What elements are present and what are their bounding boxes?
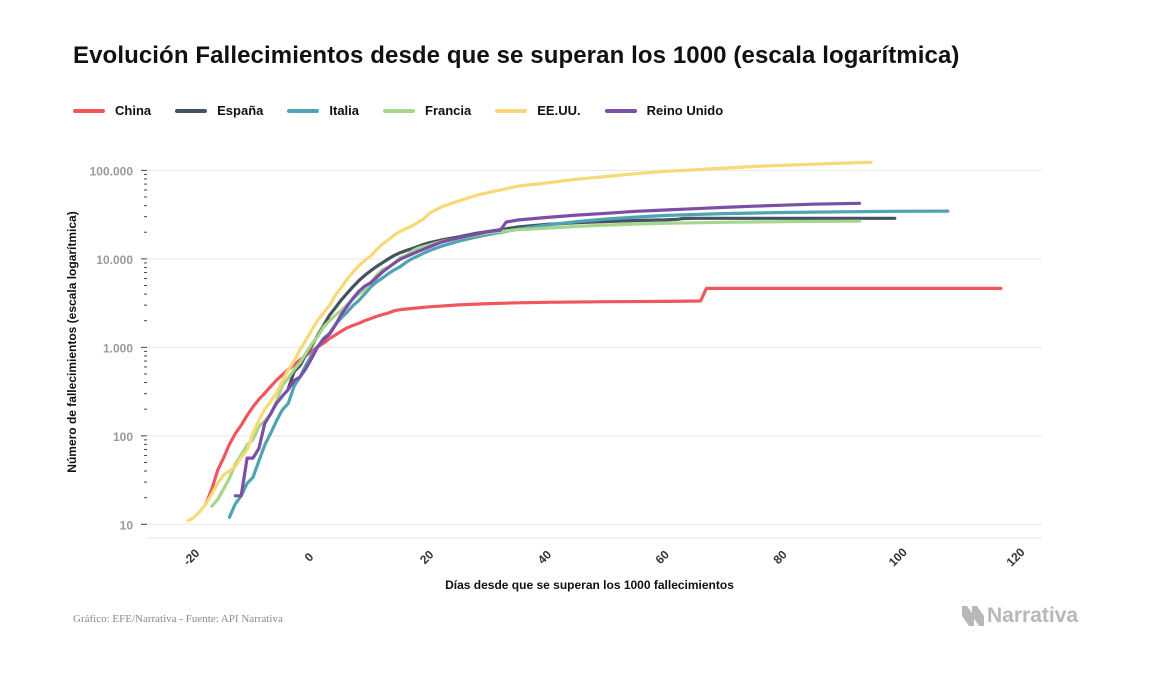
- chart-title: Evolución Fallecimientos desde que se su…: [73, 42, 960, 69]
- y-tick-label: 10: [120, 518, 134, 532]
- legend-swatch: [495, 108, 528, 113]
- legend-swatch: [287, 108, 320, 113]
- y-tick-label: 100.000: [90, 164, 134, 178]
- legend-item: EE.UU.: [495, 103, 581, 118]
- series-line-china: [204, 286, 1003, 506]
- x-tick-label: 80: [770, 547, 790, 567]
- y-tick-label: 100: [113, 430, 133, 444]
- legend-swatch: [383, 108, 415, 113]
- narrativa-logo-icon: [962, 606, 984, 626]
- series-line-reino-unido: [233, 201, 862, 498]
- legend-label: EE.UU.: [537, 103, 581, 118]
- x-tick-label: 20: [417, 547, 437, 567]
- legend-item: Francia: [383, 103, 471, 118]
- legend-label: Italia: [329, 103, 359, 118]
- legend-label: España: [217, 103, 264, 118]
- logo-text: Narrativa: [987, 604, 1079, 627]
- y-tick-label: 10.000: [96, 253, 133, 267]
- source-credit: Gráfico: EFE/Narrativa - Fuente: API Nar…: [73, 613, 283, 625]
- legend-item: Italia: [287, 103, 359, 118]
- x-tick-label: 60: [653, 547, 673, 567]
- series-line-francia: [210, 219, 862, 508]
- legend-label: Reino Unido: [646, 103, 724, 118]
- x-tick-label: 0: [302, 550, 317, 565]
- narrativa-logo: Narrativa: [962, 604, 1078, 628]
- chart-legend: China España Italia Francia EE.UU. Reino Unid…: [73, 103, 747, 118]
- x-axis-title: Días desde que se superan los 1000 falle…: [445, 578, 734, 592]
- y-tick-label: 1.000: [103, 341, 133, 355]
- legend-label: China: [115, 103, 152, 118]
- x-tick-label: 100: [886, 545, 910, 569]
- legend-item: España: [175, 103, 263, 118]
- legend-swatch: [73, 108, 105, 113]
- x-tick-label: -20: [180, 546, 202, 568]
- series-line-espa-a: [286, 216, 897, 391]
- series-line-ee-uu-: [186, 160, 873, 523]
- y-axis-title: Número de fallecimientos (escala logarít…: [65, 211, 79, 472]
- legend-item: Reino Unido: [604, 103, 724, 118]
- x-tick-label: 120: [1004, 545, 1028, 569]
- series-line-italia: [227, 209, 950, 519]
- legend-swatch: [604, 108, 637, 113]
- legend-swatch: [175, 108, 208, 113]
- legend-label: Francia: [425, 103, 472, 118]
- legend-item: China: [73, 103, 151, 118]
- x-tick-label: 40: [535, 547, 555, 567]
